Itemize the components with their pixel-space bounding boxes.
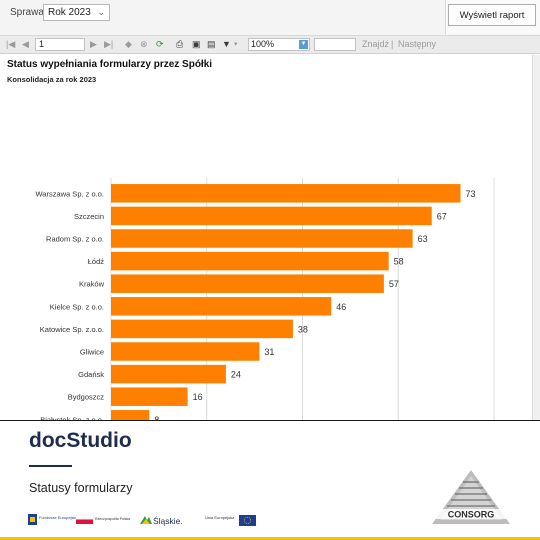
bar-chart: 020406080Warszawa Sp. z o.o.73Szczecin67… [36,178,495,420]
parameter-bar: Sprawa: Rok 2023 ⌄ Wyświetl raport [0,0,540,36]
consorg-logo: CONSORG [432,470,510,524]
print-layout-icon[interactable]: ▣ [192,39,201,49]
bar [111,206,432,226]
export-icon[interactable]: ▼ [222,39,231,49]
value-label: 31 [264,347,274,357]
bar [111,251,389,271]
page-number-input[interactable]: 1 [35,38,85,51]
unia-europejska-logo: Unia Europejska [205,515,256,526]
value-label: 57 [389,279,399,289]
page-setup-icon[interactable]: ▤ [207,39,216,49]
refresh-icon[interactable]: ⟳ [156,39,164,49]
bar [111,410,150,420]
brand-underline [29,465,72,467]
category-label: Katowice Sp. z.o.o. [40,325,104,334]
category-label: Łódź [88,257,105,266]
bar [111,229,413,248]
bar [111,297,332,316]
year-select[interactable]: Rok 2023 ⌄ [43,4,110,21]
polska-logo-text: Rzeczpospolita Polska [95,517,130,521]
fundusze-logo-text: Fundusze Europejskie [39,515,79,520]
value-label: 63 [418,234,428,244]
stop-icon[interactable]: ⊗ [140,39,148,49]
value-label: 46 [336,302,346,312]
slaskie-logo: Śląskie. [140,515,183,526]
polska-flag-logo: Rzeczpospolita Polska [75,514,130,524]
report-title: Status wypełniania formularzy przez Spół… [7,59,213,70]
export-dropdown-icon[interactable]: ▾ [234,41,238,48]
value-label: 8 [154,415,159,420]
value-label: 38 [298,324,308,334]
find-input[interactable] [314,38,356,51]
zoom-dropdown-icon: ▼ [299,40,308,49]
year-select-value: Rok 2023 [48,7,91,18]
next-page-icon[interactable]: ▶ [90,39,97,49]
first-page-icon[interactable]: |◀ [6,39,16,49]
report-subtitle: Konsolidacja za rok 2023 [7,75,97,84]
category-label: Szczecin [74,212,104,221]
view-report-button[interactable]: Wyświetl raport [448,4,536,26]
ue-logo-text: Unia Europejska [205,515,235,520]
bar [111,364,226,384]
value-label: 67 [437,211,447,221]
category-label: Białystok Sp. z o.o. [40,415,104,420]
eu-funding-logos: Fundusze Europejskie Rzeczpospolita Pols… [28,514,256,526]
fundusze-europejskie-logo: Fundusze Europejskie [28,514,79,525]
value-label: 73 [465,189,475,199]
last-page-icon[interactable]: ▶| [104,39,114,49]
category-label: Bydgoszcz [68,393,105,402]
category-label: Gliwice [80,348,104,357]
tagline: Statusy formularzy [29,481,133,495]
category-label: Gdańsk [78,370,104,379]
bottom-accent-strip [0,537,540,540]
consorg-logo-text: CONSORG [448,510,495,520]
find-link[interactable]: Znajdź [362,39,390,49]
value-label: 58 [394,257,404,267]
bar [111,342,260,361]
category-label: Kraków [79,280,105,289]
find-next-link[interactable]: Następny [398,39,437,49]
chevron-down-icon: ⌄ [97,7,105,17]
zoom-select[interactable]: 100% ▼ [248,38,310,51]
bar [111,387,188,406]
brand-title: docStudio [29,429,132,452]
print-icon[interactable]: ⎙ [176,39,184,49]
case-label: Sprawa: [10,7,47,18]
report-scrollbar[interactable] [532,55,540,420]
previous-page-icon[interactable]: ◀ [22,39,29,49]
slaskie-logo-text: Śląskie. [153,515,183,526]
bar [111,274,384,293]
bar [111,184,461,203]
value-label: 24 [231,370,241,380]
category-label: Kielce Sp. z o.o. [50,302,104,311]
bar [111,319,293,339]
report-page: Status wypełniania formularzy przez Spół… [0,55,532,420]
category-label: Warszawa Sp. z o.o. [36,189,105,198]
report-toolbar: |◀ ◀ 1 ▶ ▶| ◆ ⊗ ⟳ ⎙ ▣ ▤ ▼ ▾ 100% ▼ Znajd… [0,36,540,54]
back-icon[interactable]: ◆ [125,39,132,49]
value-label: 16 [193,392,203,402]
footer-divider [0,420,540,421]
find-separator: | [391,39,394,49]
zoom-value: 100% [251,39,275,49]
category-label: Radom Sp. z o.o. [46,235,104,244]
